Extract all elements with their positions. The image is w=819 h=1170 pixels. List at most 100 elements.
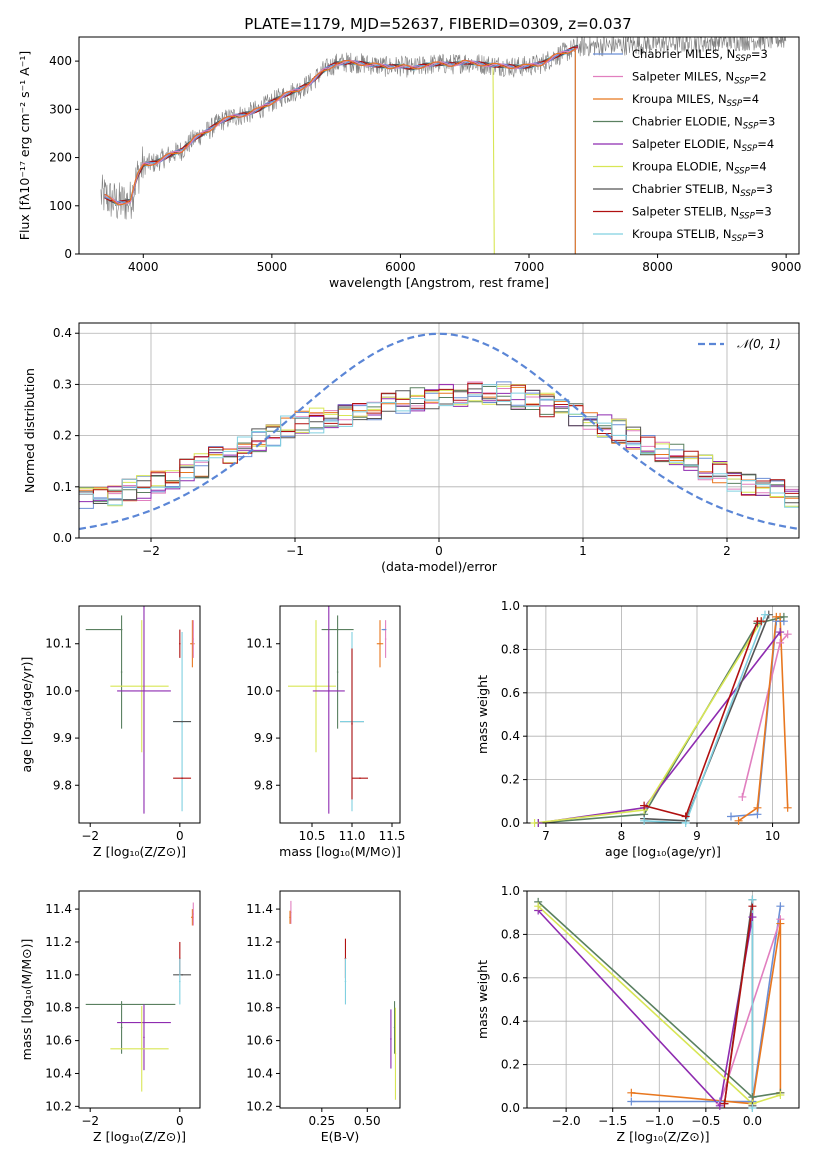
x-axis-label: E(B-V) [321, 1129, 360, 1144]
y-tick-label: 0.4 [501, 729, 520, 743]
legend-entry: 𝒩(0, 1) [737, 337, 781, 351]
data-point [181, 777, 183, 779]
data-point [140, 1048, 143, 1050]
histogram-kroupa-stelib [79, 384, 799, 508]
normal-reference-curve [79, 332, 799, 531]
legend-subscript: SSP [732, 234, 748, 244]
x-tick-label: 0.0 [743, 1114, 762, 1128]
legend-entry: Kroupa MILES, NSSP=4 [632, 92, 759, 109]
y-tick-label: 11.4 [246, 902, 273, 916]
series-marker [640, 801, 649, 810]
data-point [192, 638, 195, 640]
data-point [140, 685, 143, 687]
age_vs_Z-marks [85, 606, 195, 814]
data-point [384, 638, 387, 640]
x-tick-label: 0.25 [308, 1114, 335, 1128]
axes-frame [78, 890, 201, 1109]
x-tick-label: 8000 [642, 260, 673, 274]
y-axis-label: mass weight [475, 675, 490, 754]
y-tick-label: 0.2 [53, 429, 72, 443]
mass_vs_EBV-marks [289, 900, 397, 1100]
y-tick-label: 9.8 [53, 778, 72, 792]
y-tick-label: 9.9 [53, 731, 72, 745]
model-line-salpeter-miles [104, 47, 579, 205]
series-marker [627, 1097, 636, 1106]
y-axis-label: mass weight [475, 960, 490, 1039]
x-tick-label: −2 [142, 544, 160, 558]
y-tick-label: 10.2 [45, 1099, 72, 1113]
x-tick-label: 4000 [128, 260, 159, 274]
x-tick-label: 10.5 [299, 829, 326, 843]
mass_vs_Z-marks [85, 902, 195, 1092]
series-marker [748, 913, 757, 922]
y-tick-label: 0.4 [53, 326, 72, 340]
data-point [192, 913, 195, 915]
x-axis-label: mass [log₁₀(M/M⊙)] [279, 844, 401, 859]
x-tick-label: 2 [723, 544, 731, 558]
data-point [143, 1036, 145, 1039]
series-line-salpeter-stelib [723, 906, 754, 1104]
y-tick-label: 1.0 [501, 599, 520, 613]
series-marker [776, 638, 785, 647]
legend-subscript: SSP [739, 212, 755, 222]
series-marker [776, 902, 785, 911]
y-tick-label: 0.8 [501, 927, 520, 941]
y-axis-label: Normed distribution [22, 368, 37, 493]
axes-frame [526, 605, 800, 824]
legend-entry: Kroupa STELIB, NSSP=3 [632, 227, 764, 244]
x-tick-label: −1.0 [645, 1114, 674, 1128]
age_vs_mass-marks [288, 606, 387, 814]
series-line-salpeter-elodie [537, 909, 754, 1108]
series-marker [753, 803, 762, 812]
axes-frame [78, 605, 201, 824]
legend-entry: Salpeter STELIB, NSSP=3 [632, 205, 772, 222]
x-tick-label: 9 [693, 829, 701, 843]
model-line-salpeter-elodie [104, 45, 579, 206]
y-tick-label: 11.0 [246, 968, 273, 982]
x-tick-label: −0.5 [691, 1114, 720, 1128]
y-tick-label: 300 [49, 102, 72, 116]
data-point [390, 1038, 392, 1040]
x-axis-label: (data-model)/error [381, 559, 498, 574]
series-marker [757, 617, 766, 626]
data-point [120, 1026, 123, 1029]
y-tick-label: 0.4 [501, 1014, 520, 1028]
y-tick-label: 10.4 [246, 1066, 273, 1080]
data-point [351, 723, 353, 725]
series-line-kroupa-elodie [534, 620, 762, 823]
series-marker [534, 902, 543, 911]
series-marker [627, 1088, 636, 1097]
mass_vs_Z-axes: −2 0 10.2 10.4 10.6 10.8 11.0 11.2 11.4 Z [log₁₀(… [19, 890, 201, 1144]
y-axis-label: mass [log₁₀(M/M⊙)] [19, 939, 34, 1061]
y-tick-label: 400 [49, 54, 72, 68]
legend-subscript: SSP [727, 99, 743, 109]
x-axis-label: wavelength [Angstrom, rest frame] [329, 275, 549, 290]
residual_hist-marks [79, 332, 799, 531]
y-tick-label: 10.4 [45, 1066, 72, 1080]
legend-value: =3 [755, 205, 772, 219]
y-tick-label: 0.3 [53, 377, 72, 391]
y-tick-label: 11.0 [45, 968, 72, 982]
data-point [181, 974, 183, 976]
x-tick-label: 1 [579, 544, 587, 558]
y-tick-label: 0.1 [53, 480, 72, 494]
series-line-salpeter-elodie [538, 631, 781, 823]
y-tick-label: 0.0 [501, 816, 520, 830]
model-line-chabrier-stelib [104, 44, 579, 205]
mass_vs_EBV-axes: 0.25 0.50 10.2 10.4 10.6 10.8 11.0 11.2 11.4 E(B-… [246, 890, 401, 1144]
legend-value: =3 [747, 227, 764, 241]
data-point [179, 642, 181, 645]
y-tick-label: 0 [64, 247, 72, 261]
legend-entry: Chabrier MILES, NSSP=3 [632, 47, 768, 64]
legend-subscript: SSP [740, 189, 756, 199]
residual_hist-axes: −2 −1 0 1 2 0.0 0.1 0.2 0.3 0.4 (data-model)/error… [22, 322, 800, 574]
histogram-salpeter-stelib [79, 382, 799, 496]
spectrum-marks [100, 37, 787, 254]
y-tick-label: 10.8 [246, 1001, 273, 1015]
series-marker [776, 919, 785, 928]
model-line-chabrier-miles [104, 48, 576, 254]
legend-entry: Salpeter MILES, NSSP=2 [632, 70, 767, 87]
series-line-salpeter-miles [719, 918, 782, 1104]
y-tick-label: 0.0 [53, 531, 72, 545]
x-tick-label: 0 [435, 544, 443, 558]
